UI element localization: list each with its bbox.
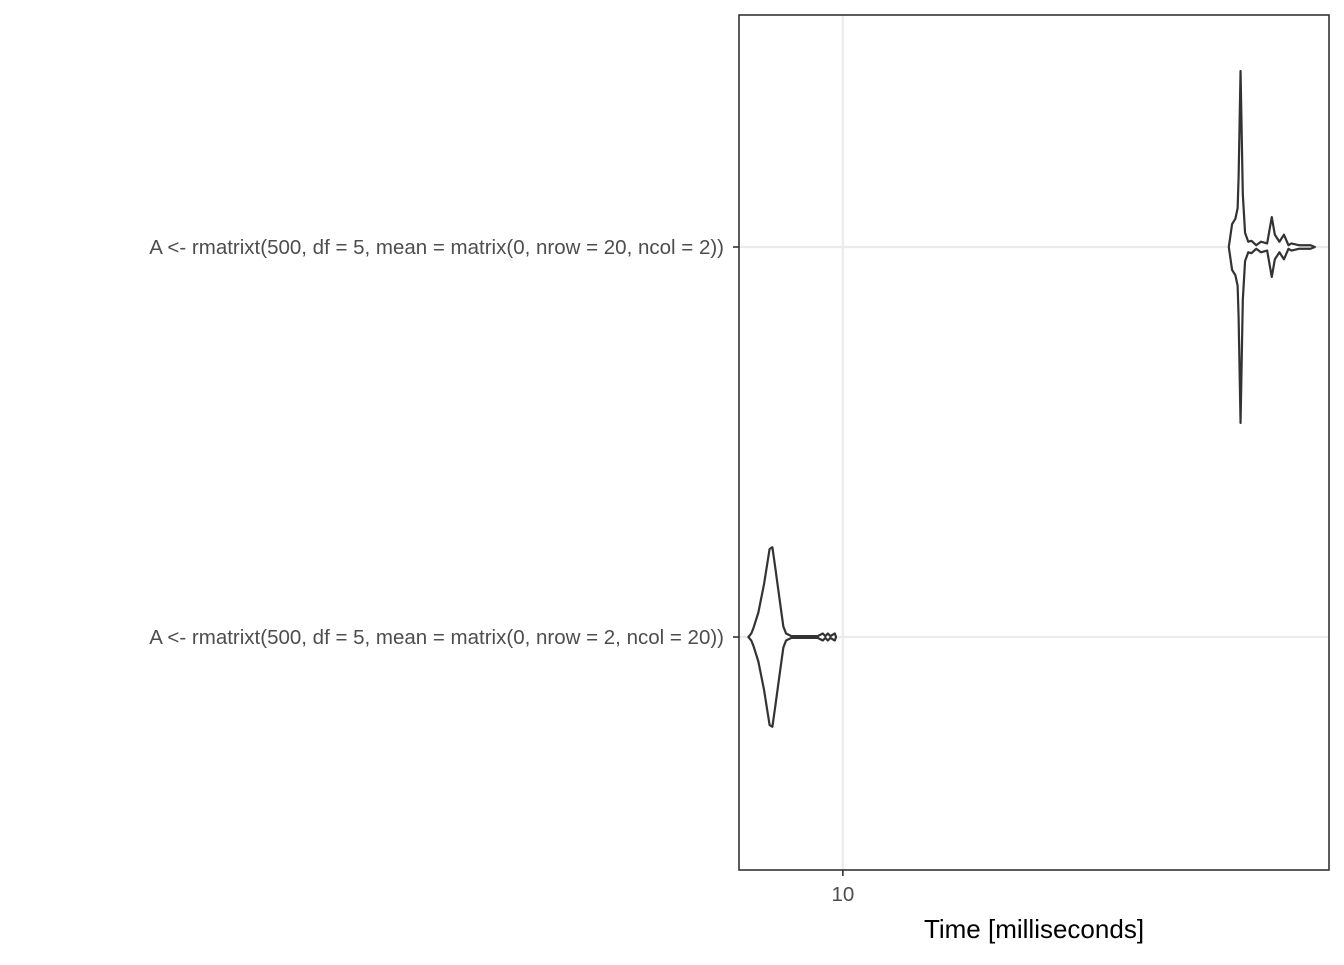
- x-axis-title: Time [milliseconds]: [924, 914, 1144, 944]
- x-tick-label: 10: [831, 883, 854, 906]
- violins: [747, 69, 1316, 728]
- axes: A <- rmatrixt(500, df = 5, mean = matrix…: [149, 236, 854, 906]
- violin-shape: [1227, 69, 1316, 425]
- panel-border: [738, 14, 1330, 871]
- panel-background: [739, 15, 1329, 870]
- y-tick-label: A <- rmatrixt(500, df = 5, mean = matrix…: [149, 236, 724, 259]
- violin-shape: [747, 546, 838, 728]
- y-tick-label: A <- rmatrixt(500, df = 5, mean = matrix…: [149, 626, 724, 649]
